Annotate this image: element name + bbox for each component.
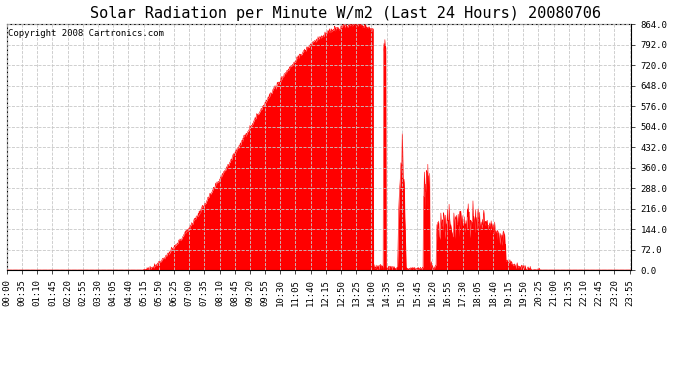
Text: Solar Radiation per Minute W/m2 (Last 24 Hours) 20080706: Solar Radiation per Minute W/m2 (Last 24… xyxy=(90,6,600,21)
Text: Copyright 2008 Cartronics.com: Copyright 2008 Cartronics.com xyxy=(8,29,164,38)
